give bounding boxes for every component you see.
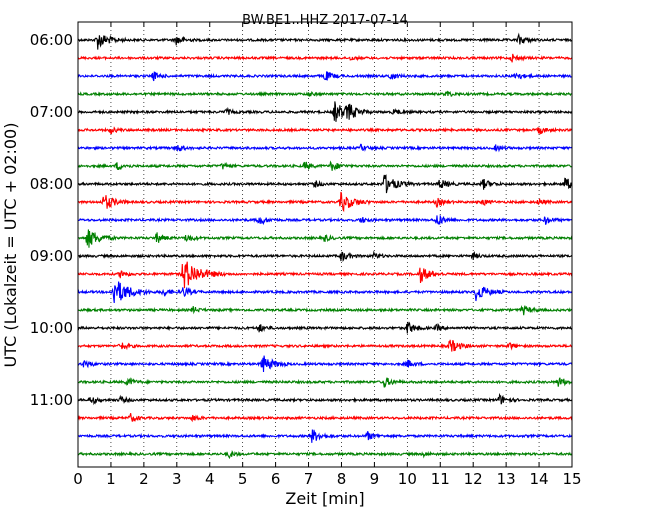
x-tick-label: 15 [562, 470, 581, 488]
y-tick-label: 07:00 [30, 103, 73, 121]
x-tick-label: 6 [271, 470, 281, 488]
plot-frame [77, 21, 573, 468]
x-tick-label: 0 [73, 470, 83, 488]
x-tick-label: 2 [139, 470, 149, 488]
seismogram-trace [77, 304, 573, 316]
y-tick-label: 08:00 [30, 175, 73, 193]
x-tick-label: 5 [238, 470, 248, 488]
x-tick-label: 8 [337, 470, 347, 488]
trace-group [77, 32, 573, 460]
seismogram-trace [77, 281, 573, 304]
x-tick-label: 13 [497, 470, 516, 488]
seismogram-trace [77, 449, 573, 460]
x-tick-label: 14 [530, 470, 549, 488]
seismogram-trace [77, 143, 573, 153]
seismogram-trace [77, 429, 573, 443]
x-tick-label: 4 [205, 470, 215, 488]
seismogram-trace [77, 339, 573, 352]
x-axis-label: Zeit [min] [285, 489, 364, 508]
x-axis: 0 1 2 3 4 5 6 7 8 9 10 11 12 13 14 15 [73, 22, 582, 488]
seismogram-trace [77, 53, 573, 63]
seismogram-trace [77, 355, 573, 372]
seismogram-trace [77, 229, 573, 248]
x-tick-label: 12 [464, 470, 483, 488]
x-tick-label: 7 [304, 470, 314, 488]
y-tick-label: 09:00 [30, 247, 73, 265]
x-tick-label: 11 [431, 470, 450, 488]
y-axis-label: UTC (Lokalzeit = UTC + 02:00) [1, 123, 20, 368]
y-tick-label: 10:00 [30, 319, 73, 337]
x-tick-label: 9 [370, 470, 380, 488]
seismogram-trace [77, 126, 573, 135]
seismogram-trace [77, 101, 573, 122]
y-tick-label: 11:00 [30, 391, 73, 409]
x-tick-label: 10 [398, 470, 417, 488]
seismogram-trace [77, 90, 573, 98]
seismogram-trace [77, 174, 573, 194]
x-tick-label: 3 [172, 470, 182, 488]
x-tick-label: 1 [106, 470, 116, 488]
seismogram-trace [77, 321, 573, 334]
seismogram-trace [77, 191, 573, 213]
seismogram-trace [77, 32, 573, 50]
seismogram-trace [77, 160, 573, 171]
seismogram-trace [77, 214, 573, 226]
seismogram-trace [77, 413, 573, 423]
y-tick-label: 06:00 [30, 31, 73, 49]
seismogram-trace [77, 71, 573, 82]
chart-title: BW.BE1..HHZ 2017-07-14 [242, 13, 408, 28]
seismogram-trace [77, 261, 573, 289]
seismogram-trace [77, 377, 573, 388]
y-axis: 06:00 07:00 08:00 09:00 10:00 11:00 [30, 31, 83, 409]
seismogram-trace [77, 392, 573, 406]
seismogram-trace [77, 250, 573, 262]
